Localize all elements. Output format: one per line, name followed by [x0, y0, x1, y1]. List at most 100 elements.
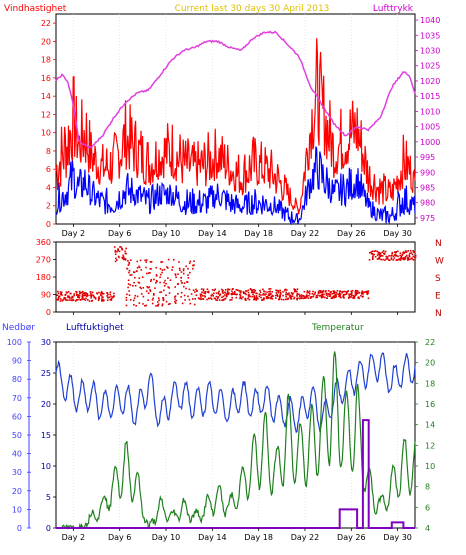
wind-direction-point: [103, 299, 105, 302]
wind-y-tick-label: 22: [41, 19, 51, 28]
wind-direction-point: [244, 298, 246, 301]
wind-avg-line: [55, 146, 416, 226]
wind-direction-point: [222, 299, 225, 301]
wind-direction-point: [97, 299, 100, 301]
wind-direction-point: [116, 250, 118, 253]
wind-direction-point: [377, 253, 380, 255]
wind-direction-point: [180, 296, 182, 298]
wind-direction-point: [308, 290, 311, 293]
wind-direction-point: [360, 294, 362, 297]
wind-direction-point: [353, 296, 355, 298]
wind-direction-point: [162, 299, 165, 301]
wind-direction-point: [381, 251, 384, 253]
compass-label: S: [435, 274, 441, 284]
wind-direction-point: [183, 282, 186, 284]
wind-direction-point: [174, 273, 177, 275]
wind-direction-point: [175, 276, 177, 279]
wind-direction-point: [178, 261, 180, 263]
wind-direction-point: [271, 291, 273, 293]
wind-direction-point: [187, 277, 190, 279]
wind-direction-point: [269, 288, 272, 290]
wind-direction-point: [316, 294, 319, 296]
wind-direction-point: [168, 292, 171, 294]
wind-direction-point: [279, 294, 281, 296]
wind-direction-point: [299, 294, 301, 296]
wind-direction-point: [367, 290, 370, 292]
wind-direction-point: [153, 294, 155, 296]
wind-direction-point: [67, 291, 70, 293]
wind-direction-point: [193, 303, 196, 306]
wind-direction-point: [254, 298, 256, 301]
wind-direction-point: [145, 290, 148, 292]
wind-direction-point: [140, 269, 143, 271]
wind-direction-point: [360, 291, 363, 294]
wind-direction-point: [240, 297, 243, 300]
wind-direction-point: [226, 293, 228, 295]
wind-direction-point: [341, 291, 343, 294]
wind-direction-point: [128, 271, 130, 274]
wind-direction-point: [94, 298, 97, 300]
wind-direction-point: [73, 293, 76, 295]
wind-direction-point: [124, 258, 126, 260]
wind-direction-point: [152, 297, 154, 300]
wind-direction-point: [364, 291, 367, 293]
wind-direction-point: [99, 294, 102, 296]
wind-direction-point: [309, 297, 312, 299]
wind-direction-point: [235, 293, 237, 296]
wind-direction-point: [199, 294, 202, 297]
wind-direction-point: [85, 297, 87, 300]
wind-direction-point: [162, 297, 164, 299]
wind-direction-point: [395, 259, 398, 261]
wind-direction-point: [185, 287, 187, 290]
wind-direction-point: [168, 287, 171, 289]
wind-direction-point: [183, 285, 185, 288]
wind-direction-point: [402, 251, 404, 254]
wind-direction-point: [125, 252, 127, 255]
wind-direction-point: [77, 298, 79, 301]
wind-direction-point: [201, 291, 203, 294]
wind-direction-point: [89, 291, 92, 293]
wind-direction-point: [200, 298, 203, 301]
wind-direction-point: [187, 274, 189, 276]
wind-direction-point: [285, 296, 287, 298]
wind-direction-point: [146, 272, 148, 275]
wind-y-tick-label: 20: [41, 37, 51, 46]
wind-direction-point: [367, 297, 370, 300]
wind-direction-point: [57, 297, 60, 299]
wind-direction-point: [274, 294, 277, 297]
wind-direction-point: [343, 293, 346, 296]
wind-direction-point: [294, 290, 296, 292]
wind-direction-point: [84, 294, 86, 297]
wind-direction-point: [233, 292, 236, 294]
wind-direction-point: [153, 293, 155, 295]
wind-direction-point: [210, 295, 212, 297]
wind-y-tick-label: 2: [46, 202, 51, 211]
wind-direction-point: [199, 293, 202, 296]
wind-direction-point: [401, 254, 403, 256]
wind-direction-point: [369, 252, 371, 254]
wind-direction-point: [333, 296, 336, 298]
wind-y-tick-label: 18: [41, 56, 51, 65]
wind-direction-point: [93, 296, 96, 299]
wind-direction-point: [389, 259, 391, 261]
wind-direction-point: [169, 279, 172, 281]
wind-direction-point: [385, 255, 387, 258]
wind-direction-point: [291, 295, 294, 297]
wind-direction-point: [395, 251, 397, 253]
wind-direction-point: [136, 267, 139, 269]
wind-direction-point: [269, 297, 272, 299]
wind-direction-point: [236, 293, 238, 296]
wind-direction-point: [294, 289, 297, 291]
wind-direction-point: [300, 295, 303, 298]
humidity-y-tick-label: 30: [41, 338, 51, 347]
wind-direction-point: [118, 250, 121, 253]
wind-direction-point: [138, 265, 140, 268]
wind-direction-point: [90, 293, 92, 295]
pressure-y-tick-label: 1000: [420, 138, 440, 147]
wind-direction-point: [350, 290, 353, 293]
wind-direction-point: [127, 279, 130, 282]
direction-y-tick-label: 0: [46, 308, 51, 317]
wind-direction-point: [130, 274, 133, 276]
wind-direction-point: [247, 296, 250, 298]
